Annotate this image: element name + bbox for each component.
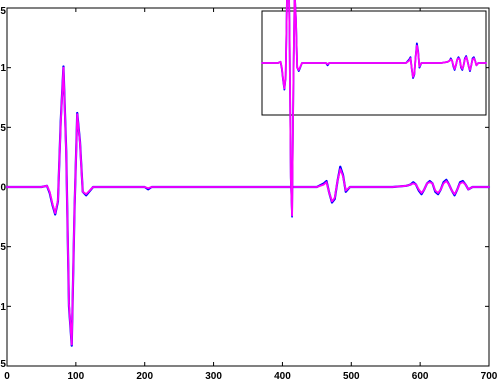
x-tick-label: 100 [68, 371, 85, 382]
y-tick-label: −0.5 [0, 242, 6, 253]
y-tick-label: 0 [0, 183, 6, 194]
y-tick-label: −1 [0, 302, 6, 313]
x-tick-label: 0 [4, 371, 10, 382]
inset-series-group [261, 0, 487, 218]
x-tick-label: 400 [274, 371, 291, 382]
x-tick-label: 500 [343, 371, 360, 382]
x-tick-label: 700 [481, 371, 498, 382]
main-series-group [5, 65, 491, 347]
main-ticks: 0 100 200 300 400 500 600 700 −1.5 −1 −0.5 0 0.5 1 1.5 [0, 6, 498, 382]
x-tick-label: 300 [205, 371, 222, 382]
y-tick-label: 1 [0, 63, 6, 74]
x-tick-label: 600 [412, 371, 429, 382]
x-tick-label: 200 [136, 371, 153, 382]
y-tick-label: −1.5 [0, 359, 6, 370]
inset-series-1-line [261, 0, 487, 217]
main-series-1-line [6, 66, 490, 346]
y-tick-label: 0.5 [0, 123, 6, 134]
y-tick-label: 1.5 [0, 6, 6, 17]
